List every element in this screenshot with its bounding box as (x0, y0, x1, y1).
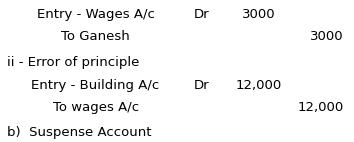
Text: 3000: 3000 (242, 8, 275, 21)
Text: b)  Suspense Account: b) Suspense Account (7, 126, 152, 139)
Text: Entry - Building A/c: Entry - Building A/c (32, 79, 160, 92)
Text: 3000: 3000 (310, 30, 343, 43)
Text: Dr: Dr (194, 8, 210, 21)
Text: ii - Error of principle: ii - Error of principle (7, 56, 139, 69)
Text: To wages A/c: To wages A/c (52, 101, 139, 114)
Text: Dr: Dr (194, 79, 210, 92)
Text: 12,000: 12,000 (297, 101, 343, 114)
Text: Entry - Wages A/c: Entry - Wages A/c (37, 8, 154, 21)
Text: 12,000: 12,000 (235, 79, 281, 92)
Text: To Ganesh: To Ganesh (61, 30, 130, 43)
